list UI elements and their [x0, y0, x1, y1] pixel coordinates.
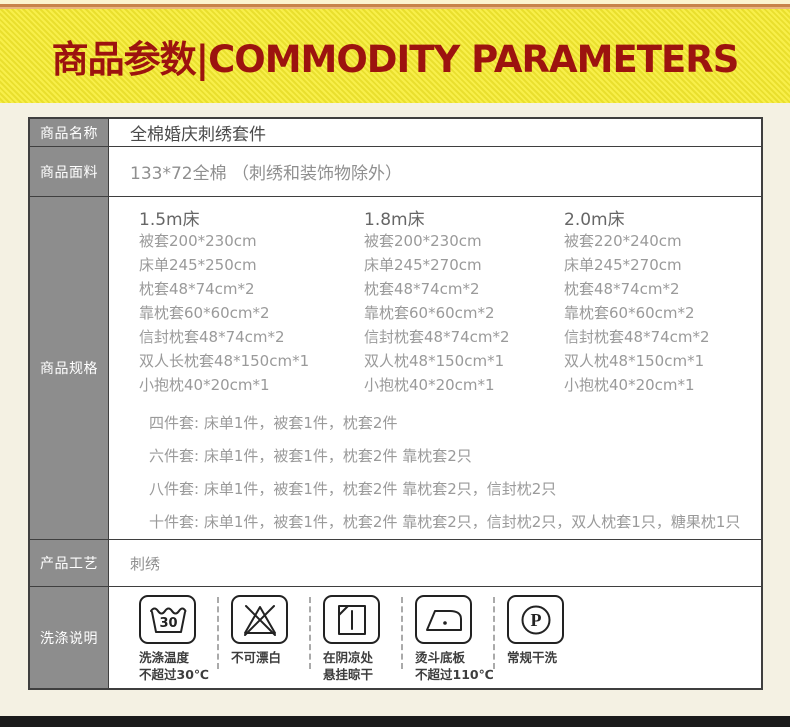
row-label-craft: 产品工艺 — [30, 540, 109, 586]
spec-item: 靠枕套60*60cm*2 — [564, 304, 695, 322]
spec-column-2-0m: 2.0m床 被套220*240cm 床单245*270cm 枕套48*74cm*… — [564, 205, 710, 397]
spec-column-header: 1.8m床 — [364, 210, 425, 230]
row-label-wash: 洗涤说明 — [30, 587, 109, 688]
wash-caption-line: 烫斗底板 — [415, 650, 466, 665]
parameters-table: 商品名称 全棉婚庆刺绣套件 商品面料 133*72全棉 （刺绣和装饰物除外） 商… — [28, 117, 763, 690]
row-label-fabric: 商品面料 — [30, 147, 109, 196]
spec-item: 被套200*230cm — [139, 232, 257, 250]
set-line-8pc: 八件套: 床单1件，被套1件，枕套2件 靠枕套2只，信封枕2只 — [149, 480, 557, 498]
spec-item: 床单245*270cm — [564, 256, 682, 274]
spec-item: 双人枕48*150cm*1 — [564, 352, 705, 370]
row-label-specs: 商品规格 — [30, 197, 109, 539]
footer-bar — [0, 716, 790, 727]
spec-item: 枕套48*74cm*2 — [364, 280, 480, 298]
table-row-wash: 洗涤说明 30 洗涤温度 — [30, 587, 761, 688]
wash-caption: 烫斗底板 不超过110℃ — [415, 649, 494, 683]
spec-item: 靠枕套60*60cm*2 — [139, 304, 270, 322]
row-value-wash: 30 洗涤温度 不超过30℃ — [109, 587, 761, 688]
top-strip-light — [0, 7, 790, 9]
wash-cell-dry-clean: P 常规干洗 — [507, 595, 583, 666]
wash-temp-30-icon: 30 — [139, 595, 196, 644]
set-line-4pc: 四件套: 床单1件，被套1件，枕套2件 — [149, 414, 398, 432]
table-row-specs: 商品规格 1.5m床 被套200*230cm 床单245*250cm 枕套48*… — [30, 197, 761, 540]
spec-item: 小抱枕40*20cm*1 — [364, 376, 495, 394]
spec-column-1-8m: 1.8m床 被套200*230cm 床单245*270cm 枕套48*74cm*… — [364, 205, 564, 397]
banner: 商品参数|COMMODITY PARAMETERS — [0, 9, 790, 103]
wash-icons-strip: 30 洗涤温度 不超过30℃ — [139, 595, 583, 683]
table-row-name: 商品名称 全棉婚庆刺绣套件 — [30, 119, 761, 147]
spec-item: 枕套48*74cm*2 — [139, 280, 255, 298]
spec-item: 床单245*250cm — [139, 256, 257, 274]
set-line-10pc: 十件套: 床单1件，被套1件，枕套2件 靠枕套2只，信封枕2只，双人枕套1只，糖… — [149, 513, 741, 531]
wash-cell-iron: 烫斗底板 不超过110℃ — [415, 595, 494, 683]
wash-caption-line: 不超过110℃ — [415, 667, 494, 682]
wash-caption: 常规干洗 — [507, 649, 583, 666]
wash-divider — [217, 597, 219, 669]
row-value-craft: 刺绣 — [109, 540, 761, 586]
wash-caption-line: 不可漂白 — [231, 650, 282, 665]
wash-cell-shade-dry: 在阴凉处 悬挂晾干 — [323, 595, 399, 683]
spec-item: 枕套48*74cm*2 — [564, 280, 680, 298]
wash-caption-line: 在阴凉处 — [323, 650, 374, 665]
content-area: 商品名称 全棉婚庆刺绣套件 商品面料 133*72全棉 （刺绣和装饰物除外） 商… — [0, 103, 790, 716]
wash-temp-value: 30 — [159, 616, 177, 631]
spec-item: 被套200*230cm — [364, 232, 482, 250]
wash-caption: 洗涤温度 不超过30℃ — [139, 649, 215, 683]
row-value-fabric: 133*72全棉 （刺绣和装饰物除外） — [109, 147, 761, 196]
dry-clean-icon: P — [507, 595, 564, 644]
wash-divider — [493, 597, 495, 669]
spec-item: 小抱枕40*20cm*1 — [139, 376, 270, 394]
wash-caption-line: 悬挂晾干 — [323, 667, 374, 682]
wash-caption: 不可漂白 — [231, 649, 307, 666]
spec-column-header: 2.0m床 — [564, 210, 625, 230]
spec-item: 双人长枕套48*150cm*1 — [139, 352, 310, 370]
spec-item: 被套220*240cm — [564, 232, 682, 250]
iron-soleplate-icon — [415, 595, 472, 644]
wash-caption-line: 常规干洗 — [507, 650, 558, 665]
row-value-name: 全棉婚庆刺绣套件 — [109, 119, 761, 146]
spec-item: 双人枕48*150cm*1 — [364, 352, 505, 370]
shade-hang-dry-icon — [323, 595, 380, 644]
spec-column-header: 1.5m床 — [139, 210, 200, 230]
row-value-specs: 1.5m床 被套200*230cm 床单245*250cm 枕套48*74cm*… — [109, 197, 761, 539]
table-row-fabric: 商品面料 133*72全棉 （刺绣和装饰物除外） — [30, 147, 761, 197]
spec-item: 信封枕套48*74cm*2 — [139, 328, 285, 346]
spec-item: 靠枕套60*60cm*2 — [364, 304, 495, 322]
table-row-craft: 产品工艺 刺绣 — [30, 540, 761, 587]
wash-divider — [309, 597, 311, 669]
spec-item: 小抱枕40*20cm*1 — [564, 376, 695, 394]
wash-cell-temp: 30 洗涤温度 不超过30℃ — [139, 595, 215, 683]
page-title: 商品参数|COMMODITY PARAMETERS — [51, 38, 740, 81]
spec-item: 床单245*270cm — [364, 256, 482, 274]
set-lines: 四件套: 床单1件，被套1件，枕套2件 六件套: 床单1件，被套1件，枕套2件 … — [139, 407, 761, 539]
wash-caption-line: 不超过30℃ — [139, 667, 210, 682]
top-strip-orange — [0, 4, 790, 7]
set-line-6pc: 六件套: 床单1件，被套1件，枕套2件 靠枕套2只 — [149, 447, 472, 465]
spec-item: 信封枕套48*74cm*2 — [364, 328, 510, 346]
no-bleach-icon — [231, 595, 288, 644]
wash-divider — [401, 597, 403, 669]
spec-column-1-5m: 1.5m床 被套200*230cm 床单245*250cm 枕套48*74cm*… — [139, 205, 364, 397]
top-strip-cream — [0, 0, 790, 4]
row-label-name: 商品名称 — [30, 119, 109, 146]
wash-caption-line: 洗涤温度 — [139, 650, 190, 665]
wash-cell-bleach: 不可漂白 — [231, 595, 307, 666]
spec-item: 信封枕套48*74cm*2 — [564, 328, 710, 346]
dry-clean-letter: P — [530, 610, 541, 630]
wash-caption: 在阴凉处 悬挂晾干 — [323, 649, 399, 683]
spec-columns: 1.5m床 被套200*230cm 床单245*250cm 枕套48*74cm*… — [139, 205, 761, 397]
